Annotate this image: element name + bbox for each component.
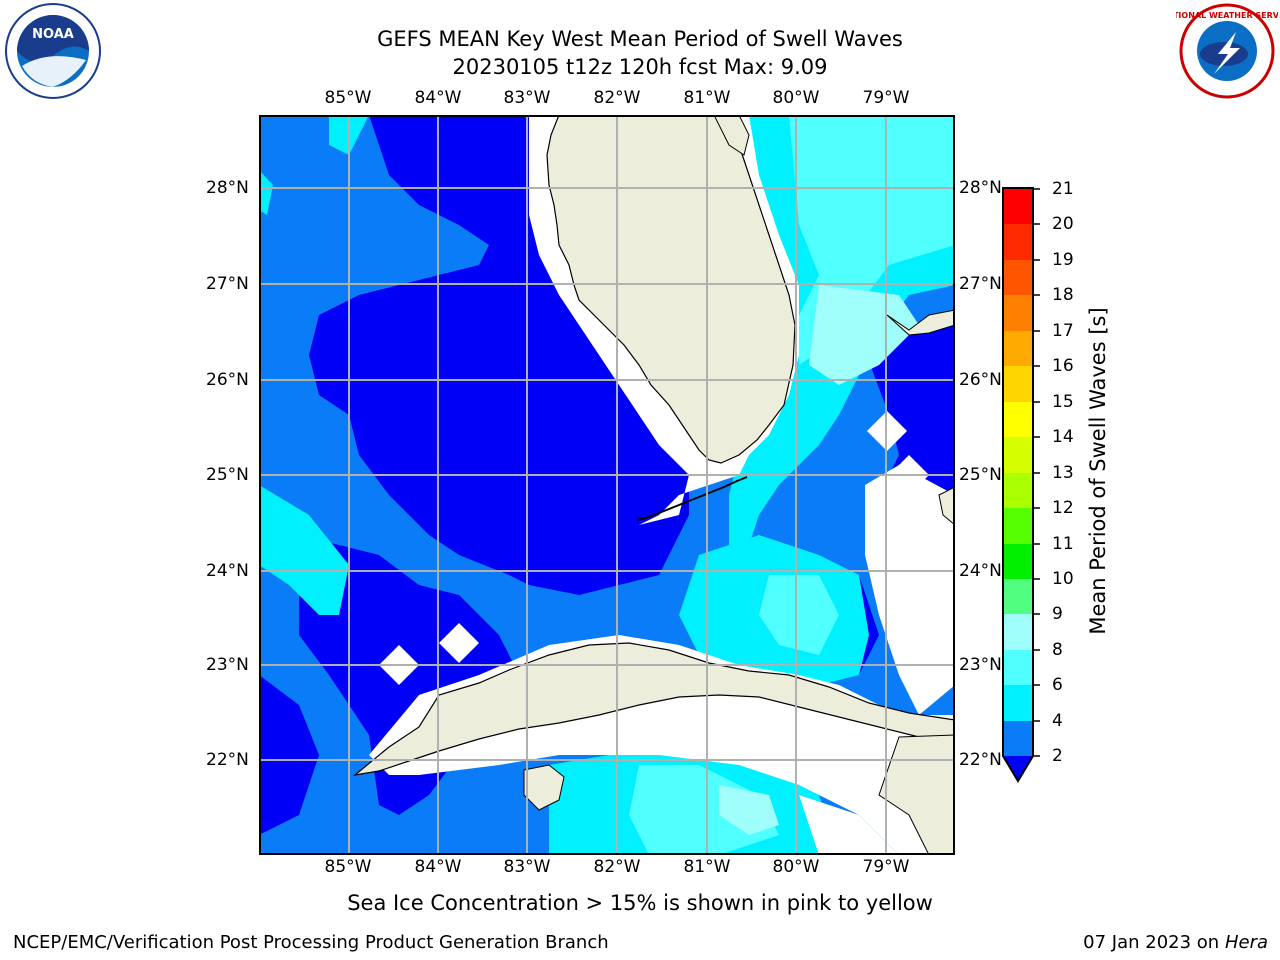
lon-tick: 85°W xyxy=(324,857,372,877)
lat-tick: 26°N xyxy=(959,370,1002,390)
colorbar-tick: 21 xyxy=(1052,179,1074,199)
colorbar-tick: 4 xyxy=(1052,711,1063,731)
colorbar-tick: 9 xyxy=(1052,604,1063,624)
florida-land xyxy=(546,115,796,464)
lon-tick: 84°W xyxy=(414,88,462,108)
footer-credit: NCEP/EMC/Verification Post Processing Pr… xyxy=(13,932,609,953)
lon-tick: 81°W xyxy=(683,857,731,877)
lon-tick: 82°W xyxy=(593,857,641,877)
lat-tick: 27°N xyxy=(206,274,249,294)
svg-text:NOAA: NOAA xyxy=(32,27,74,42)
lat-tick: 25°N xyxy=(959,465,1002,485)
cuba-land xyxy=(352,642,955,776)
colorbar-tick: 8 xyxy=(1052,640,1063,660)
colorbar-tick: 14 xyxy=(1052,427,1074,447)
lat-tick: 23°N xyxy=(206,655,249,675)
colorbar-tick: 12 xyxy=(1052,498,1074,518)
lat-tick: 27°N xyxy=(959,274,1002,294)
colorbar-label: Mean Period of Swell Waves [s] xyxy=(1086,307,1110,635)
lat-tick: 23°N xyxy=(959,655,1002,675)
lon-tick: 83°W xyxy=(503,88,551,108)
sea-ice-note: Sea Ice Concentration > 15% is shown in … xyxy=(347,891,933,915)
lat-tick: 24°N xyxy=(959,561,1002,581)
footer-machine: Hera xyxy=(1224,932,1268,953)
colorbar xyxy=(1002,187,1040,783)
noaa-logo: NOAA xyxy=(5,3,101,99)
lon-tick: 80°W xyxy=(772,88,820,108)
map-plot xyxy=(259,115,955,855)
lat-tick: 22°N xyxy=(206,750,249,770)
lon-tick: 80°W xyxy=(772,857,820,877)
footer-date-text: 07 Jan 2023 on xyxy=(1083,932,1220,953)
lon-tick: 81°W xyxy=(683,88,731,108)
lon-tick: 79°W xyxy=(862,88,910,108)
lon-tick: 84°W xyxy=(414,857,462,877)
colorbar-tick: 13 xyxy=(1052,463,1074,483)
map-title: GEFS MEAN Key West Mean Period of Swell … xyxy=(377,27,903,51)
lon-tick: 85°W xyxy=(324,88,372,108)
lat-tick: 28°N xyxy=(206,178,249,198)
nws-logo: NATIONAL WEATHER SERVICE xyxy=(1176,3,1278,99)
colorbar-tick: 11 xyxy=(1052,534,1074,554)
lat-tick: 24°N xyxy=(206,561,249,581)
colorbar-tick: 18 xyxy=(1052,285,1074,305)
colorbar-tick: 15 xyxy=(1052,392,1074,412)
svg-text:NATIONAL WEATHER SERVICE: NATIONAL WEATHER SERVICE xyxy=(1176,11,1278,20)
lon-tick: 83°W xyxy=(503,857,551,877)
lon-tick: 82°W xyxy=(593,88,641,108)
lat-tick: 22°N xyxy=(959,750,1002,770)
lon-tick: 79°W xyxy=(862,857,910,877)
colorbar-tick: 16 xyxy=(1052,356,1074,376)
footer-date: 07 Jan 2023 on Hera xyxy=(1083,932,1268,953)
colorbar-tick: 17 xyxy=(1052,321,1074,341)
colorbar-tick: 6 xyxy=(1052,675,1063,695)
colorbar-tick: 20 xyxy=(1052,214,1074,234)
gridlines xyxy=(259,115,955,855)
nodata-east xyxy=(865,465,955,715)
colorbar-tick: 2 xyxy=(1052,746,1063,766)
colorbar-tick: 10 xyxy=(1052,569,1074,589)
lat-tick: 26°N xyxy=(206,370,249,390)
map-subtitle: 20230105 t12z 120h fcst Max: 9.09 xyxy=(452,55,828,79)
colorbar-tick: 19 xyxy=(1052,250,1074,270)
lat-tick: 25°N xyxy=(206,465,249,485)
lat-tick: 28°N xyxy=(959,178,1002,198)
